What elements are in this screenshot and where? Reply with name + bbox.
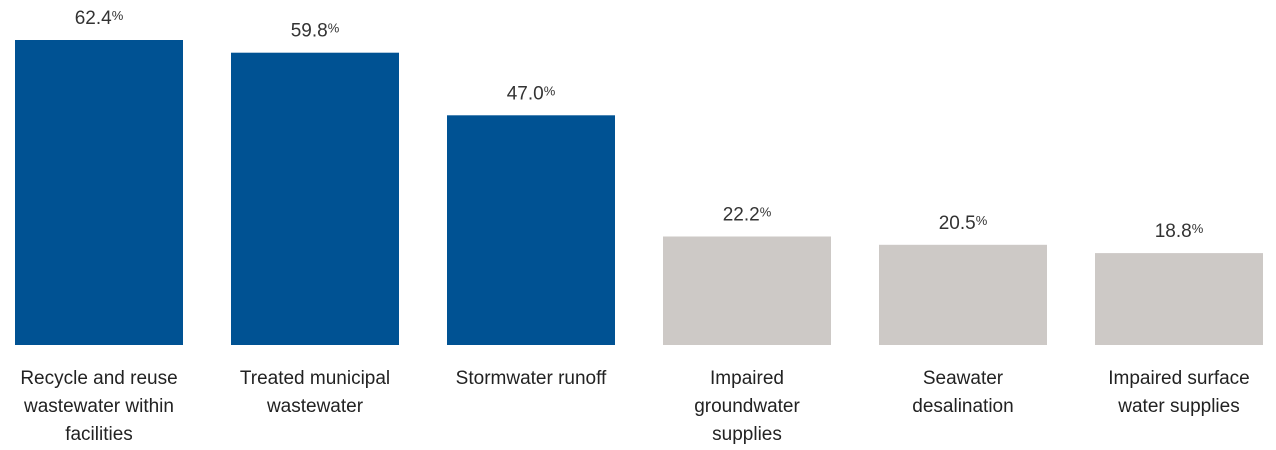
- value-labels-group: 62.4% 59.8% 47.0% 22.2% 20.5% 18.8%: [75, 8, 1204, 242]
- bar-6: [1095, 253, 1263, 345]
- bar-4: [663, 236, 831, 345]
- category-label-5: Seawater desalination: [912, 368, 1013, 417]
- category-labels-group: Recycle and reuse wastewater within facili…: [20, 368, 1249, 445]
- value-label-3: 47.0%: [507, 83, 556, 104]
- bar-1: [15, 40, 183, 345]
- bar-2: [231, 52, 399, 345]
- category-label-3: Stormwater runoff: [456, 368, 607, 389]
- value-label-4: 22.2%: [723, 205, 772, 226]
- category-label-1: Recycle and reuse wastewater within facili…: [20, 368, 177, 445]
- category-label-4: Impaired groundwater supplies: [694, 368, 800, 445]
- value-label-5: 20.5%: [939, 213, 988, 234]
- category-label-6: Impaired surface water supplies: [1108, 368, 1250, 417]
- value-label-1: 62.4%: [75, 8, 124, 29]
- category-label-2: Treated municipal wastewater: [240, 368, 390, 417]
- value-label-6: 18.8%: [1155, 221, 1204, 242]
- value-label-2: 59.8%: [291, 21, 340, 42]
- bar-5: [879, 244, 1047, 345]
- bar-3: [447, 115, 615, 345]
- bars-group: [15, 40, 1263, 345]
